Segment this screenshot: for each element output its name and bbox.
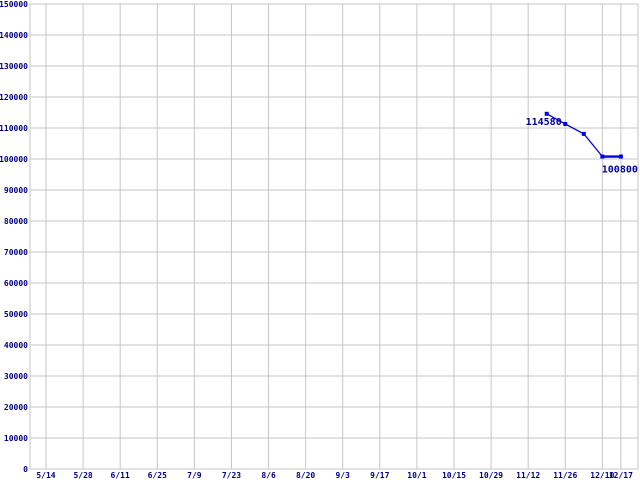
x-tick-label: 7/9 (187, 471, 202, 480)
y-tick-label: 100000 (0, 155, 28, 164)
x-tick-label: 12/10 (590, 471, 614, 480)
point-value-label: 114580 (526, 117, 562, 128)
x-tick-label: 5/28 (73, 471, 92, 480)
y-tick-label: 80000 (4, 217, 28, 226)
x-tick-label: 11/26 (553, 471, 577, 480)
y-tick-label: 70000 (4, 248, 28, 257)
point-value-label: 100800 (602, 165, 638, 176)
x-tick-label: 8/20 (296, 471, 315, 480)
series-line (546, 113, 603, 157)
x-tick-label: 7/23 (222, 471, 241, 480)
x-tick-label: 10/15 (442, 471, 466, 480)
y-tick-label: 50000 (4, 310, 28, 319)
y-tick-label: 120000 (0, 93, 28, 102)
x-tick-label: 6/25 (148, 471, 167, 480)
x-tick-label: 9/3 (335, 471, 350, 480)
y-tick-label: 20000 (4, 403, 28, 412)
y-tick-label: 40000 (4, 341, 28, 350)
x-tick-label: 10/1 (407, 471, 426, 480)
data-point-marker (600, 154, 605, 159)
x-tick-label: 9/17 (370, 471, 389, 480)
y-tick-label: 30000 (4, 372, 28, 381)
y-tick-label: 150000 (0, 0, 28, 9)
data-point-marker (581, 131, 586, 136)
x-tick-label: 12/17 (609, 471, 633, 480)
y-tick-label: 0 (23, 465, 28, 474)
x-tick-label: 11/12 (516, 471, 540, 480)
x-tick-label: 8/6 (261, 471, 276, 480)
y-tick-label: 60000 (4, 279, 28, 288)
y-tick-label: 140000 (0, 31, 28, 40)
data-point-marker (563, 121, 568, 126)
x-tick-label: 5/14 (36, 471, 55, 480)
y-tick-label: 130000 (0, 62, 28, 71)
y-tick-label: 110000 (0, 124, 28, 133)
y-tick-label: 10000 (4, 434, 28, 443)
data-point-marker (544, 111, 549, 116)
data-point-marker (618, 154, 623, 159)
x-tick-label: 6/11 (111, 471, 130, 480)
x-tick-label: 10/29 (479, 471, 503, 480)
y-tick-label: 90000 (4, 186, 28, 195)
